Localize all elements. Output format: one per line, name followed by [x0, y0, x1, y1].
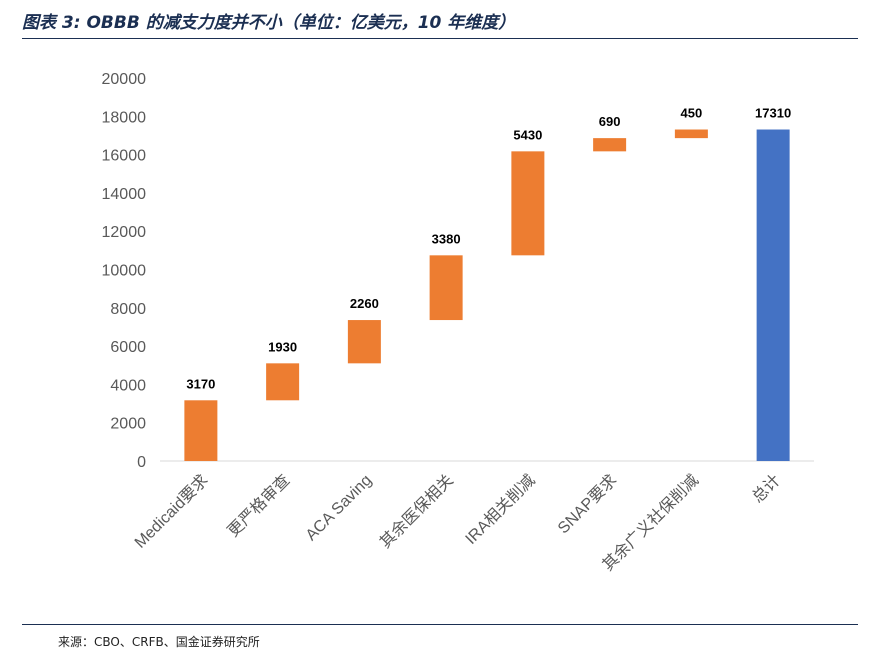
data-label: 5430: [513, 127, 542, 142]
bar-increment: [511, 151, 545, 256]
data-label: 17310: [755, 106, 791, 121]
x-tick-label: IRA相关削减: [462, 471, 539, 548]
y-tick-label: 8000: [110, 301, 146, 318]
y-tick-label: 6000: [110, 339, 146, 356]
x-tick-label: Medicaid要求: [131, 471, 212, 552]
chart-title: 图表 3: OBBB 的减支力度并不小（单位：亿美元，10 年维度）: [22, 13, 516, 33]
x-tick-label: ACA Saving: [303, 472, 375, 544]
title-divider: [22, 38, 858, 39]
y-tick-label: 16000: [102, 148, 147, 165]
data-label: 450: [681, 106, 703, 121]
y-tick-label: 4000: [110, 377, 146, 394]
data-label: 1930: [268, 339, 297, 354]
bars: [184, 129, 790, 462]
y-tick-label: 12000: [102, 224, 147, 241]
y-tick-label: 10000: [102, 263, 147, 280]
y-axis-tick-labels: 0 2000 4000 6000 8000 10000 12000 14000 16000 180…: [102, 71, 147, 471]
bar-increment: [266, 363, 300, 401]
data-label: 690: [599, 114, 621, 129]
data-label: 3170: [186, 376, 215, 391]
y-tick-label: 0: [137, 454, 146, 471]
bar-increment: [593, 138, 627, 152]
x-tick-label: 其余医保相关: [376, 470, 457, 551]
x-tick-label: SNAP要求: [554, 471, 620, 537]
bar-increment: [184, 400, 218, 461]
footer-divider: [22, 624, 858, 625]
bar-total: [756, 129, 790, 462]
x-tick-label: 总计: [749, 471, 784, 506]
y-tick-label: 14000: [102, 186, 147, 203]
y-tick-label: 2000: [110, 416, 146, 433]
x-axis-tick-labels: Medicaid要求 更严格审查 ACA Saving 其余医保相关 IRA相关削减 SN…: [131, 470, 784, 574]
data-label: 3380: [432, 231, 461, 246]
x-tick-label: 更严格审查: [224, 471, 293, 540]
y-tick-label: 20000: [102, 71, 147, 88]
data-label: 2260: [350, 296, 379, 311]
bar-increment: [347, 320, 381, 364]
y-tick-label: 18000: [102, 109, 147, 126]
bar-increment: [674, 129, 708, 139]
bar-increment: [429, 255, 463, 321]
waterfall-chart: 0 2000 4000 6000 8000 10000 12000 14000 16000 180…: [102, 71, 814, 574]
data-labels: 3170 1930 2260 3380 5430 690 450 17310: [186, 106, 791, 392]
source-note: 来源：CBO、CRFB、国金证券研究所: [58, 635, 260, 649]
